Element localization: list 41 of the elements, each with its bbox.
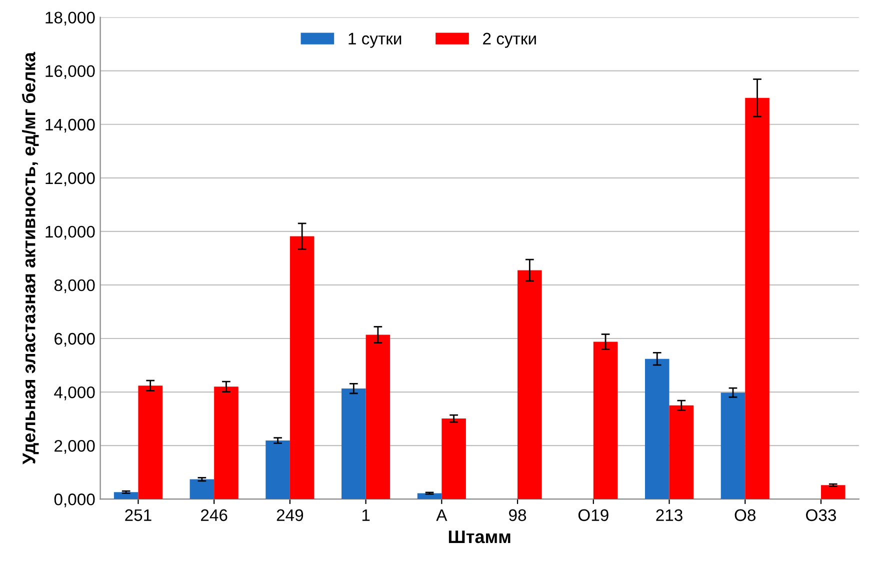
bar [442, 418, 466, 500]
x-tick-label: 249 [276, 509, 304, 522]
bar [290, 236, 314, 500]
bar [820, 485, 846, 500]
y-tick-label: 4,000 [54, 386, 95, 400]
x-tick-label: 246 [201, 509, 228, 522]
bar [138, 386, 162, 500]
bar [644, 358, 670, 500]
bar [669, 405, 694, 500]
x-tick-label: 213 [656, 509, 682, 522]
y-tick-label: 2,000 [54, 440, 95, 454]
y-tick-label: 0,000 [54, 494, 95, 508]
y-tick-label: 8,000 [54, 279, 95, 294]
x-tick-label: 251 [125, 509, 152, 522]
x-tick-label: 1 [362, 509, 370, 521]
y-tick-label: 12,000 [46, 172, 95, 186]
y-tick-label: 10,000 [46, 226, 95, 240]
bar [518, 270, 542, 500]
x-tick-label: O8 [734, 509, 756, 522]
y-tick-label: 18,000 [46, 12, 95, 26]
bar [745, 98, 770, 500]
bar [366, 334, 390, 500]
legend-label: 2 сутки [483, 32, 536, 48]
y-tick-label: 6,000 [54, 332, 95, 347]
y-tick-label: 16,000 [46, 65, 95, 80]
x-tick-label: O19 [578, 509, 608, 522]
x-axis-title: Штамм [448, 530, 510, 544]
bar [190, 479, 214, 500]
bar [214, 386, 238, 500]
bar [114, 492, 138, 500]
bar [342, 388, 366, 500]
y-axis-title: Удельная эластазная активность, ед/мг белка [22, 52, 39, 464]
x-tick-label: 98 [509, 509, 526, 522]
bar [266, 440, 290, 500]
bar [720, 392, 746, 500]
x-tick-label: O33 [806, 509, 836, 522]
y-tick-label: 14,000 [46, 118, 95, 133]
bar [593, 342, 618, 500]
legend-label: 1 сутки [348, 32, 402, 48]
bar [417, 493, 442, 500]
x-tick-label: A [436, 509, 448, 521]
